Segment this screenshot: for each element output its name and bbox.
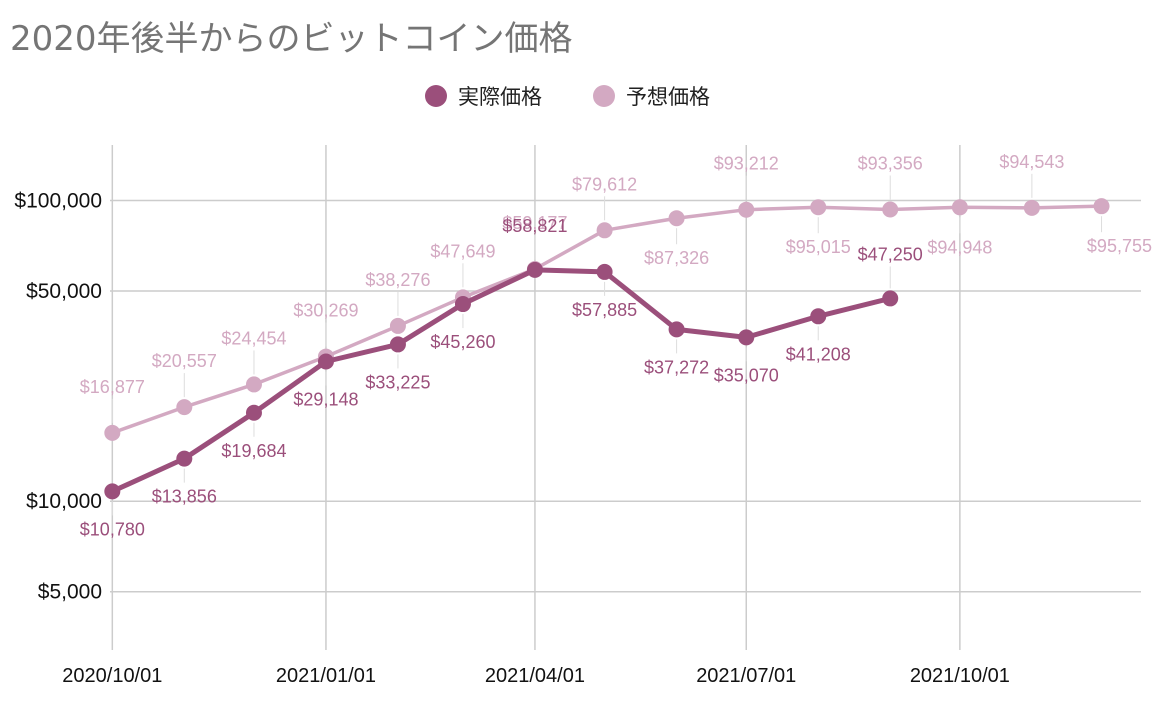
data-label-actual: $47,250	[858, 244, 923, 264]
data-point-actual	[176, 450, 193, 467]
x-axis: 2020/10/01 2021/01/01 2021/04/01 2021/07/01…	[62, 665, 1010, 687]
data-label-forecast: $59,177	[502, 213, 567, 233]
data-point-forecast	[176, 399, 193, 416]
x-tick-label: 2021/10/01	[910, 665, 1010, 687]
series-line-actual	[111, 267, 891, 494]
data-label-actual: $57,885	[572, 300, 637, 320]
data-point-actual	[596, 263, 613, 280]
y-axis: $100,000 $50,000 $10,000 $5,000	[14, 190, 102, 604]
data-label-actual: $37,272	[644, 357, 709, 377]
data-point-actual	[526, 261, 543, 278]
data-label-actual: $19,684	[221, 441, 286, 461]
data-point-actual	[810, 308, 827, 325]
y-tick-label: $100,000	[14, 190, 102, 213]
legend-label-actual: 実際価格	[458, 85, 542, 109]
legend-label-forecast: 予想価格	[626, 85, 710, 109]
data-point-actual	[454, 296, 471, 313]
data-point-forecast	[810, 199, 827, 216]
data-label-actual: $33,225	[365, 372, 430, 392]
data-label-forecast: $93,356	[858, 153, 923, 173]
data-label-forecast: $94,543	[999, 152, 1064, 172]
data-point-forecast	[668, 210, 685, 227]
data-label-forecast: $16,877	[80, 377, 145, 397]
data-label-actual: $10,780	[80, 519, 145, 539]
data-label-forecast: $24,454	[221, 328, 286, 348]
y-tick-label: $5,000	[38, 581, 102, 604]
data-label-forecast: $95,015	[786, 237, 851, 257]
data-point-actual	[104, 483, 121, 500]
data-label-forecast: $38,276	[365, 270, 430, 290]
legend-marker-forecast	[593, 85, 615, 107]
data-point-forecast	[1093, 198, 1110, 215]
data-point-forecast	[596, 222, 613, 239]
data-label-actual: $35,070	[714, 365, 779, 385]
data-point-actual	[317, 353, 334, 370]
data-point-actual	[738, 329, 755, 346]
data-label-forecast: $94,948	[927, 237, 992, 257]
x-tick-label: 2021/01/01	[276, 665, 376, 687]
data-label-actual: $29,148	[293, 390, 358, 410]
x-tick-label: 2021/07/01	[696, 665, 796, 687]
y-tick-label: $10,000	[26, 490, 102, 513]
data-point-actual	[668, 321, 685, 338]
data-label-forecast: $93,212	[714, 154, 779, 174]
data-point-forecast	[389, 317, 406, 334]
data-point-actual	[882, 290, 899, 307]
data-label-actual: $58,821	[502, 216, 567, 236]
chart-title: 2020年後半からのビットコイン価格	[10, 19, 573, 59]
y-tick-label: $50,000	[26, 280, 102, 303]
data-label-forecast: $20,557	[152, 351, 217, 371]
x-tick-label: 2021/04/01	[485, 665, 585, 687]
data-point-forecast	[245, 376, 262, 393]
data-point-forecast	[738, 201, 755, 218]
data-label-forecast: $95,755	[1087, 236, 1152, 256]
data-label-actual: $41,208	[786, 344, 851, 364]
data-point-actual	[389, 336, 406, 353]
data-point-forecast	[104, 424, 121, 441]
grid	[110, 145, 1141, 650]
series-layer	[104, 198, 1110, 500]
data-point-actual	[245, 404, 262, 421]
data-label-forecast: $79,612	[572, 174, 637, 194]
data-label-actual: $45,260	[430, 332, 495, 352]
data-point-forecast	[1023, 199, 1040, 216]
legend: 実際価格 予想価格	[425, 85, 710, 109]
data-label-forecast: $30,269	[293, 301, 358, 321]
x-tick-label: 2020/10/01	[62, 665, 162, 687]
data-label-forecast: $47,649	[430, 241, 495, 261]
data-label-forecast: $87,326	[644, 248, 709, 268]
data-labels: $16,877 $20,557$24,454 $30,269 $38,276$47,6…	[80, 152, 1152, 540]
legend-marker-actual	[425, 85, 447, 107]
data-point-forecast	[951, 199, 968, 216]
series-actual	[104, 261, 899, 500]
data-label-actual: $13,856	[152, 487, 217, 507]
data-point-forecast	[882, 201, 899, 218]
